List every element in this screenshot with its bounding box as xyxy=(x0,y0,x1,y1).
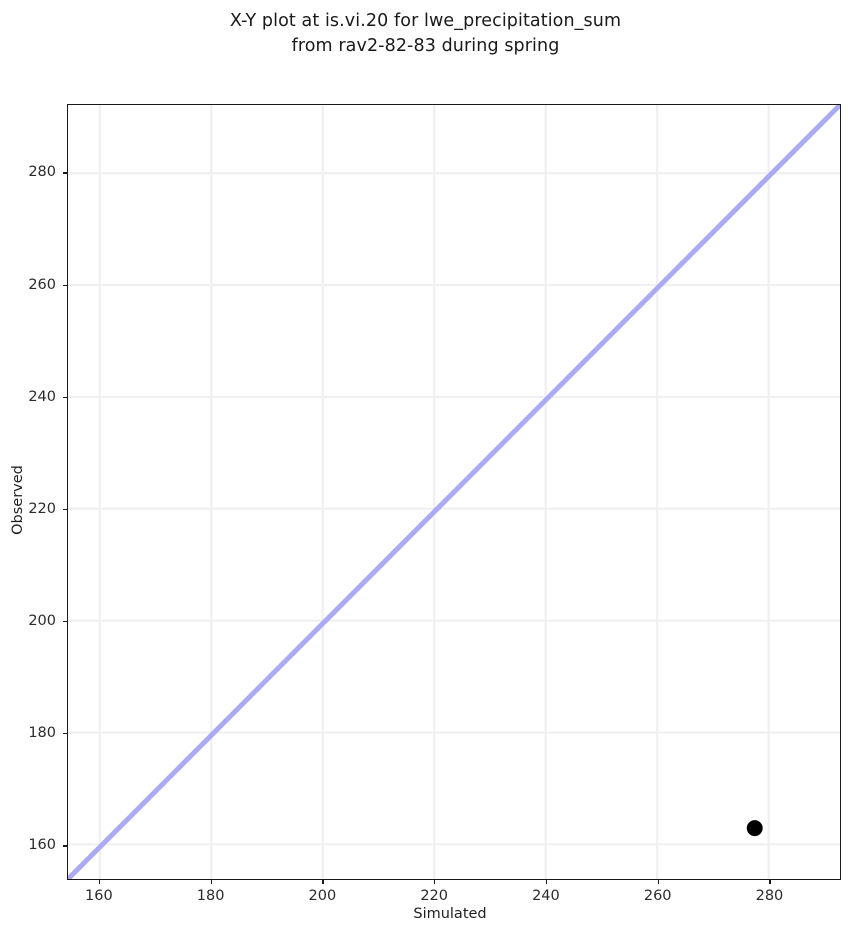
y-tick-label: 180 xyxy=(28,725,56,742)
y-tick-label: 160 xyxy=(28,837,56,854)
y-tick-mark xyxy=(63,284,67,286)
data-layer xyxy=(68,105,840,879)
plot-area[interactable] xyxy=(67,104,841,880)
x-tick-label: 200 xyxy=(308,888,337,904)
y-tick-mark xyxy=(63,620,67,623)
x-tick-label: 180 xyxy=(196,888,225,904)
y-tick-mark xyxy=(63,845,67,847)
x-tick-label: 260 xyxy=(643,888,672,904)
x-tick-mark xyxy=(769,880,771,884)
x-tick-label: 160 xyxy=(85,888,113,904)
y-tick-label: 280 xyxy=(28,164,56,181)
x-tick-mark xyxy=(434,880,436,884)
y-tick-mark xyxy=(63,396,67,398)
x-axis-label: Simulated xyxy=(413,906,487,922)
data-point-marker[interactable] xyxy=(746,820,763,837)
x-tick-mark xyxy=(210,880,212,884)
y-tick-label: 240 xyxy=(28,388,56,405)
x-tick-label: 220 xyxy=(420,888,448,904)
y-tick-label: 200 xyxy=(28,612,56,629)
x-tick-label: 240 xyxy=(532,888,560,904)
gridlines-layer xyxy=(68,105,840,879)
y-tick-mark xyxy=(63,733,67,735)
y-tick-label: 220 xyxy=(28,500,56,517)
x-tick-mark xyxy=(322,880,324,884)
y-axis-label: Observed xyxy=(10,465,26,535)
x-tick-label: 280 xyxy=(755,888,784,904)
chart-title: X-Y plot at is.vi.20 for lwe_precipitati… xyxy=(229,11,622,56)
one-to-one-line xyxy=(68,105,840,879)
y-tick-mark xyxy=(63,172,67,174)
x-tick-mark xyxy=(657,880,659,884)
x-tick-mark xyxy=(545,880,548,884)
y-tick-label: 260 xyxy=(28,276,56,293)
y-tick-mark xyxy=(63,508,67,511)
x-tick-mark xyxy=(98,880,101,884)
